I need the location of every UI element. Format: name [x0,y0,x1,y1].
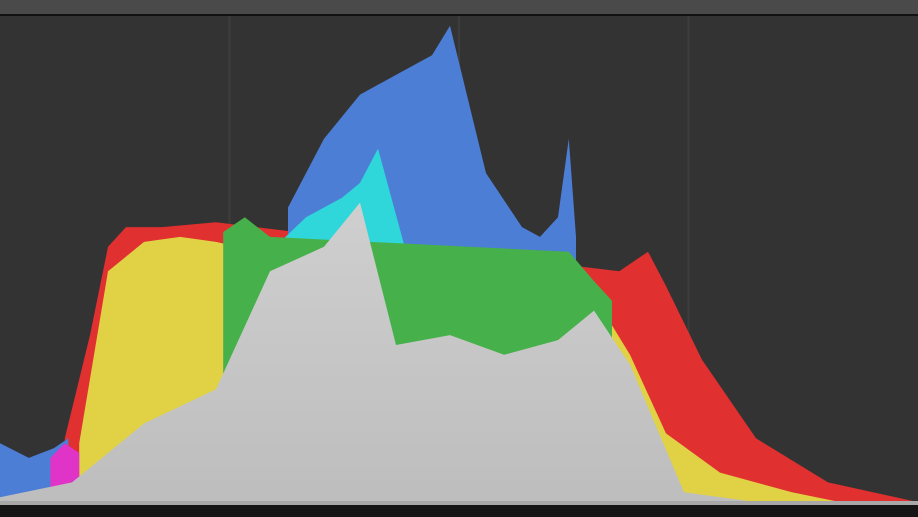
histogram-baseline [0,501,918,507]
histogram-svg [0,16,918,507]
histogram-plot [0,16,918,507]
histogram-header-bar [0,0,918,16]
histogram-footer-strip [0,505,918,517]
histogram-channel-area-0 [0,202,918,507]
